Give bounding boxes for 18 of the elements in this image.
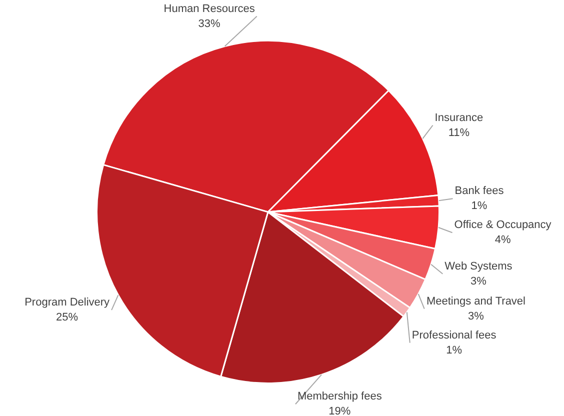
slice-label: Professional fees: [412, 329, 497, 342]
slice-label: Human Resources: [164, 2, 256, 15]
data-label: 4%: [494, 234, 511, 246]
slice-label: Office & Occupancy: [454, 219, 552, 232]
slice-label: Membership fees: [297, 390, 382, 403]
slice-label: Bank fees: [454, 185, 504, 198]
data-label: 1%: [471, 200, 488, 212]
data-label: 25%: [56, 312, 78, 324]
data-label: 33%: [198, 18, 221, 30]
data-label: 19%: [328, 406, 351, 416]
slice-label: Meetings and Travel: [426, 295, 526, 308]
slice-label: Program Delivery: [24, 296, 110, 309]
data-label: 1%: [446, 344, 462, 356]
slice-label: Web Systems: [444, 260, 513, 272]
slice-label: Insurance: [434, 112, 484, 124]
data-label: 11%: [448, 126, 470, 139]
data-label: 3%: [470, 275, 487, 288]
data-label: 3%: [468, 310, 484, 322]
